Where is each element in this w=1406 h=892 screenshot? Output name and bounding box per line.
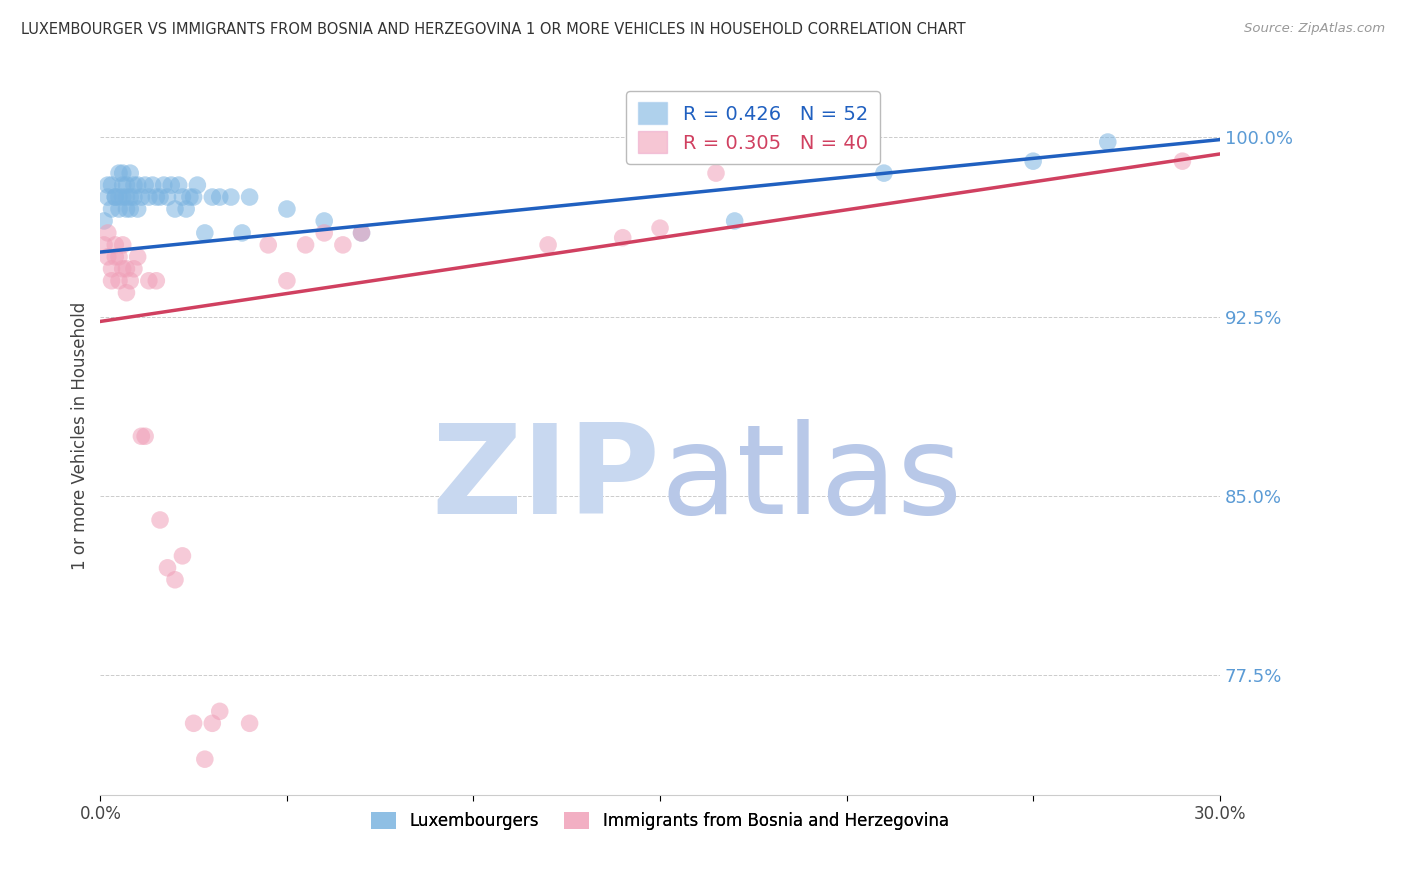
Point <box>149 513 172 527</box>
Point <box>120 274 142 288</box>
Point <box>612 230 634 244</box>
Point <box>100 261 122 276</box>
Point <box>100 202 122 216</box>
Point <box>111 178 134 192</box>
Point <box>194 226 217 240</box>
Point <box>724 214 747 228</box>
Point <box>201 190 224 204</box>
Point <box>167 178 190 192</box>
Point <box>183 716 205 731</box>
Point <box>142 178 165 192</box>
Y-axis label: 1 or more Vehicles in Household: 1 or more Vehicles in Household <box>72 302 89 570</box>
Point <box>108 274 131 288</box>
Point <box>104 190 127 204</box>
Point <box>127 202 149 216</box>
Point <box>172 549 194 563</box>
Text: LUXEMBOURGER VS IMMIGRANTS FROM BOSNIA AND HERZEGOVINA 1 OR MORE VEHICLES IN HOU: LUXEMBOURGER VS IMMIGRANTS FROM BOSNIA A… <box>21 22 966 37</box>
Point <box>219 190 242 204</box>
Point <box>239 716 262 731</box>
Point <box>350 226 373 240</box>
Point <box>537 238 560 252</box>
Point <box>163 573 186 587</box>
Point <box>208 704 231 718</box>
Point <box>145 190 167 204</box>
Point <box>257 238 280 252</box>
Point <box>104 238 127 252</box>
Point <box>201 716 224 731</box>
Point <box>111 190 134 204</box>
Point <box>648 221 671 235</box>
Point <box>873 166 896 180</box>
Point <box>108 190 131 204</box>
Point <box>134 429 156 443</box>
Point <box>122 190 145 204</box>
Point <box>93 214 115 228</box>
Legend: Luxembourgers, Immigrants from Bosnia and Herzegovina: Luxembourgers, Immigrants from Bosnia an… <box>364 805 955 837</box>
Point <box>97 178 120 192</box>
Point <box>239 190 262 204</box>
Point <box>100 274 122 288</box>
Point <box>149 190 172 204</box>
Point <box>314 226 336 240</box>
Point <box>131 429 153 443</box>
Point <box>138 274 160 288</box>
Point <box>174 202 197 216</box>
Point <box>208 190 231 204</box>
Point <box>111 166 134 180</box>
Point <box>108 250 131 264</box>
Point <box>111 261 134 276</box>
Point <box>332 238 354 252</box>
Point <box>134 178 156 192</box>
Point <box>115 285 138 300</box>
Point <box>172 190 194 204</box>
Point <box>108 202 131 216</box>
Point <box>104 190 127 204</box>
Point <box>115 261 138 276</box>
Point <box>93 238 115 252</box>
Point <box>120 166 142 180</box>
Point <box>104 250 127 264</box>
Point <box>231 226 253 240</box>
Point <box>115 178 138 192</box>
Point <box>163 202 186 216</box>
Text: ZIP: ZIP <box>432 419 659 540</box>
Point <box>131 190 153 204</box>
Point <box>276 202 298 216</box>
Point <box>122 261 145 276</box>
Point <box>186 178 208 192</box>
Point <box>183 190 205 204</box>
Point <box>108 166 131 180</box>
Point <box>100 178 122 192</box>
Point <box>97 190 120 204</box>
Point <box>1171 154 1194 169</box>
Point <box>294 238 316 252</box>
Point <box>314 214 336 228</box>
Point <box>138 190 160 204</box>
Point <box>276 274 298 288</box>
Point <box>115 190 138 204</box>
Point <box>127 178 149 192</box>
Point <box>152 178 174 192</box>
Point <box>160 178 183 192</box>
Point <box>115 202 138 216</box>
Point <box>111 238 134 252</box>
Text: atlas: atlas <box>659 419 962 540</box>
Point <box>194 752 217 766</box>
Point <box>179 190 201 204</box>
Point <box>120 202 142 216</box>
Point <box>350 226 373 240</box>
Point <box>704 166 727 180</box>
Point <box>97 226 120 240</box>
Point <box>122 178 145 192</box>
Point <box>156 190 179 204</box>
Point <box>156 561 179 575</box>
Point <box>145 274 167 288</box>
Text: Source: ZipAtlas.com: Source: ZipAtlas.com <box>1244 22 1385 36</box>
Point <box>127 250 149 264</box>
Point <box>1022 154 1045 169</box>
Point <box>120 190 142 204</box>
Point <box>1097 135 1119 149</box>
Point <box>97 250 120 264</box>
